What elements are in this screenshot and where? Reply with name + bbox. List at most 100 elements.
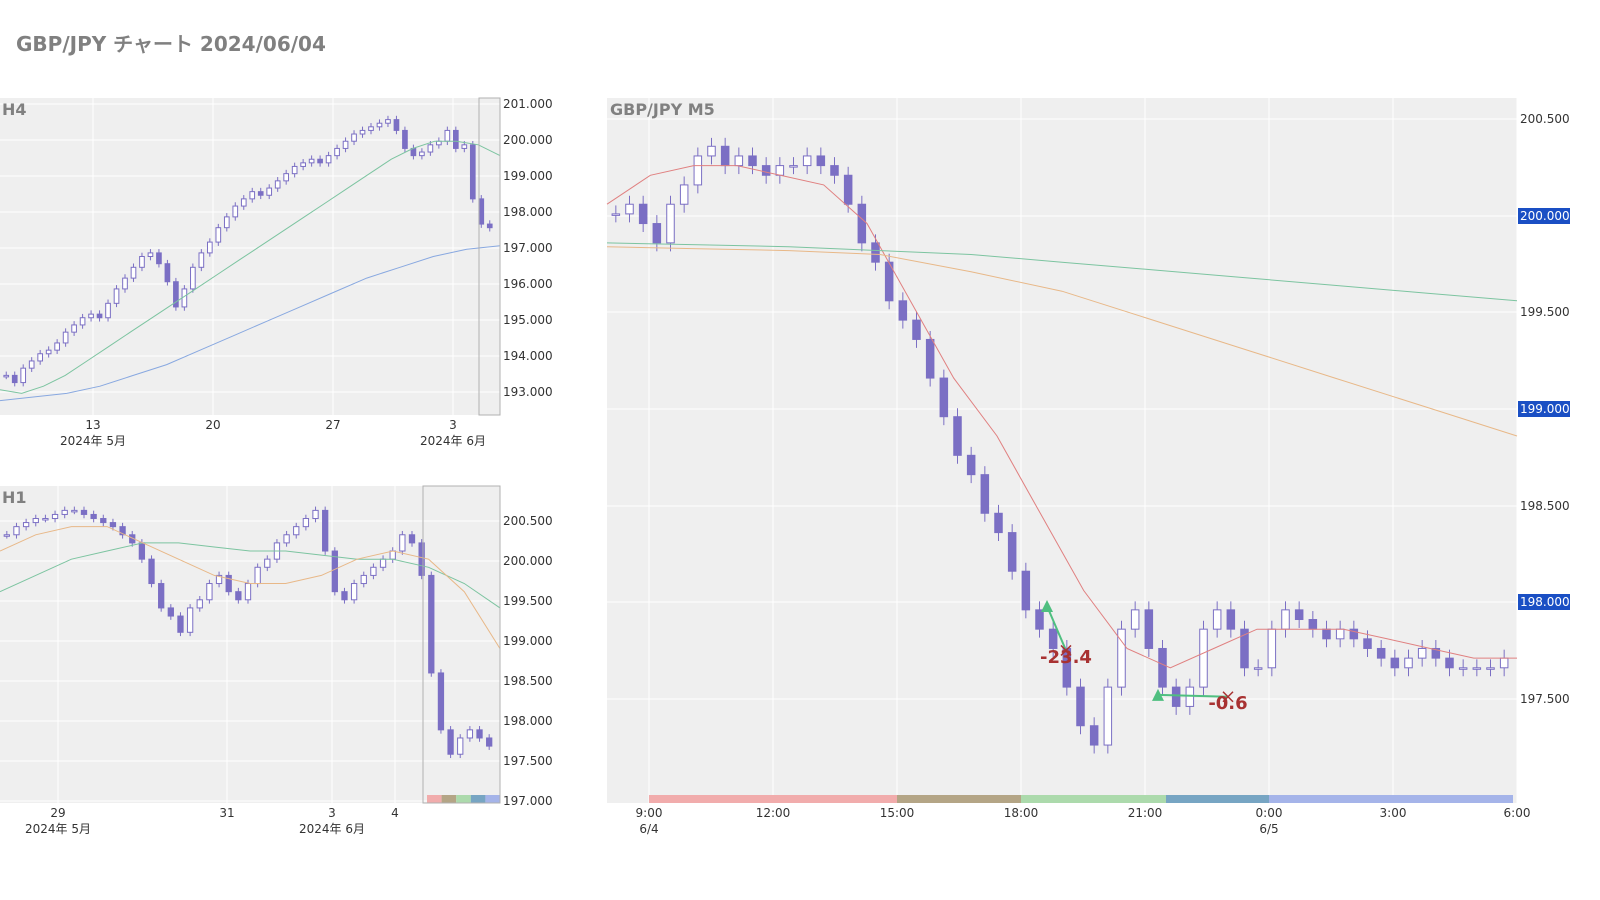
y-tick-label: 198.500 xyxy=(503,674,553,688)
candle-body xyxy=(167,607,174,617)
candle-body xyxy=(461,144,468,149)
candle-body xyxy=(1007,532,1017,572)
candle-body xyxy=(244,583,252,601)
candle-body xyxy=(1089,725,1099,746)
candle-body xyxy=(476,729,483,739)
trade-pnl-label: -0.6 xyxy=(1208,693,1247,714)
candle-body xyxy=(679,184,689,205)
plot-area xyxy=(0,486,500,803)
candle-body xyxy=(20,367,27,384)
current-range-box xyxy=(478,97,501,416)
candle-body xyxy=(1267,628,1277,669)
exit-marker-icon xyxy=(1222,691,1234,703)
candle-body xyxy=(293,526,300,536)
candle-body xyxy=(1322,628,1331,640)
candle-body xyxy=(428,574,435,674)
candle-body xyxy=(158,583,165,609)
trade-line xyxy=(1157,693,1229,698)
current-range-box xyxy=(422,485,501,804)
candle-body xyxy=(232,205,239,218)
candle-body xyxy=(1335,628,1345,640)
y-tick-label: 198.000 xyxy=(503,205,553,219)
candle-body xyxy=(190,266,196,290)
y-tick-label: 200.500 xyxy=(503,514,553,528)
candle-body xyxy=(122,277,128,290)
candle-body xyxy=(693,155,703,186)
candle-body xyxy=(88,313,94,319)
candle-body xyxy=(32,518,39,524)
candle-body xyxy=(28,360,35,369)
panel-label: H4 xyxy=(2,100,27,119)
candle-body xyxy=(109,522,117,528)
candle-body xyxy=(625,203,634,215)
candle-body xyxy=(119,526,126,536)
candle-body xyxy=(427,144,434,153)
candle-body xyxy=(452,129,459,149)
exit-marker-icon xyxy=(1060,644,1072,656)
candle-body xyxy=(402,129,408,149)
session-band xyxy=(649,795,897,803)
candle-body xyxy=(71,509,78,513)
candle-body xyxy=(164,263,171,283)
x-tick-label: 18:00 xyxy=(1004,806,1039,820)
candle-body xyxy=(1117,628,1126,688)
x-tick-label: 3 xyxy=(328,806,336,820)
candle-body xyxy=(418,542,425,576)
candle-body xyxy=(370,566,377,576)
candle-body xyxy=(802,155,812,167)
candle-body xyxy=(225,574,232,593)
m5-chart: 200.500 200.000 199.500 199.000 198.500 198.0… xyxy=(606,98,1570,836)
moving-average-line xyxy=(606,165,1517,669)
x-tick-label: 3 xyxy=(449,418,457,432)
moving-average-line xyxy=(606,242,1518,302)
candle-body xyxy=(312,509,319,520)
moving-average-line xyxy=(0,140,501,394)
trade-pnl-label: -23.4 xyxy=(1040,647,1092,668)
y-tick-label: 200.500 xyxy=(1520,112,1570,126)
y-tick-label: 193.000 xyxy=(503,385,553,399)
y-tick-label: 194.000 xyxy=(503,349,553,363)
candle-body xyxy=(1308,619,1318,630)
x-tick-label: 4 xyxy=(391,806,399,820)
candle-body xyxy=(1376,647,1386,659)
x-tick-label: 27 xyxy=(325,418,340,432)
x-tick-sublabel: 2024年 6月 xyxy=(299,822,365,836)
candle-body xyxy=(1404,657,1413,669)
candle-body xyxy=(761,165,771,176)
candle-body xyxy=(148,558,155,585)
candle-body xyxy=(1130,609,1140,630)
candle-body xyxy=(652,223,662,244)
y-tick-label: 200.000 xyxy=(503,133,553,147)
moving-average-line xyxy=(0,542,501,609)
candle-body xyxy=(235,591,242,601)
x-tick-sublabel: 2024年 5月 xyxy=(60,434,126,448)
candle-body xyxy=(966,454,976,476)
candle-body xyxy=(113,288,120,304)
candle-body xyxy=(249,191,256,200)
candle-body xyxy=(1499,657,1509,669)
candle-body xyxy=(130,266,137,279)
session-band xyxy=(1021,795,1166,803)
candle-body xyxy=(360,574,367,585)
candle-body xyxy=(156,252,162,265)
x-tick-sublabel: 6/4 xyxy=(639,822,658,836)
candle-body xyxy=(857,203,867,244)
candle-body xyxy=(240,198,247,207)
candle-body xyxy=(478,198,485,225)
x-tick-label: 20 xyxy=(205,418,220,432)
candle-body xyxy=(1472,667,1482,670)
candle-body xyxy=(1103,686,1113,746)
y-tick-label: 197.500 xyxy=(503,754,553,768)
candle-body xyxy=(379,558,387,568)
candle-body xyxy=(1294,609,1304,621)
candles xyxy=(3,115,493,387)
x-tick-label: 15:00 xyxy=(880,806,915,820)
candles xyxy=(3,506,493,759)
y-tick-label: 199.500 xyxy=(1520,305,1570,319)
candle-body xyxy=(291,165,298,175)
candle-body xyxy=(186,607,194,633)
x-tick-label: 9:00 xyxy=(636,806,663,820)
candle-body xyxy=(408,534,416,544)
candle-body xyxy=(1486,667,1495,670)
candle-body xyxy=(322,509,329,552)
